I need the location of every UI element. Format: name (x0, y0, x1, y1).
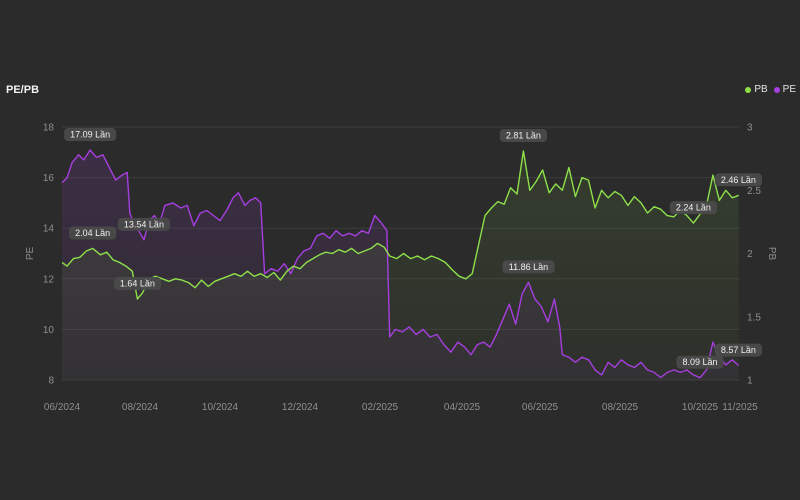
data-label-text: 2.46 Lần (721, 175, 756, 185)
x-tick-label: 02/2025 (362, 402, 399, 413)
data-label-bg (669, 201, 718, 215)
data-label-text: 8.57 Lần (721, 345, 756, 355)
data-label-text: 2.81 Lần (506, 131, 541, 141)
y-left-tick-label: 16 (43, 173, 55, 184)
y-left-axis-title: PE (25, 247, 36, 261)
data-label-bg (113, 277, 162, 291)
data-label-text: 11.86 Lần (509, 262, 548, 272)
y-right-tick-label: 3 (747, 123, 753, 134)
x-tick-label: 06/2024 (44, 402, 81, 413)
x-tick-label: 10/2024 (202, 402, 239, 413)
data-label: 2.81 Lần (499, 129, 547, 143)
axes: 8 10 12 14 16 18 1 1.5 2 2.5 3 06/2024 08/2024 10/202… (25, 123, 777, 414)
x-tick-label: 04/2025 (444, 402, 481, 413)
legend-dot-pe (773, 86, 780, 93)
data-label: 8.09 Lần (676, 355, 724, 369)
y-left-tick-label: 18 (43, 123, 55, 134)
legend-item-pb[interactable]: PB (745, 84, 768, 95)
y-right-tick-label: 1.5 (747, 312, 761, 323)
data-label-bg (499, 129, 547, 143)
data-label-text: 2.04 Lần (75, 228, 110, 238)
data-label-text: 13.54 Lần (124, 219, 164, 229)
data-label-bg (117, 217, 170, 231)
pb-line (61, 150, 739, 300)
data-label-bg (69, 226, 117, 240)
x-tick-label: 11/2025 (722, 402, 758, 413)
y-right-axis-title: PB (766, 247, 777, 261)
data-label: 2.04 Lần (69, 226, 117, 240)
data-label-bg (714, 343, 762, 357)
data-label: 13.54 Lần (117, 217, 170, 231)
data-labels: 17.09 Lần 13.54 Lần 11.86 Lần 8.09 Lần 8.57 … (64, 128, 762, 369)
data-label-text: 1.64 Lần (120, 279, 155, 289)
x-tick-label: 12/2024 (282, 402, 319, 413)
y-left-tick-label: 12 (43, 274, 55, 285)
data-label-bg (64, 128, 117, 142)
y-left-tick-label: 8 (48, 376, 54, 387)
data-label-text: 2.24 Lần (676, 203, 711, 213)
x-tick-label: 06/2025 (522, 402, 559, 413)
data-label-text: 17.09 Lần (70, 130, 110, 140)
chart-title: PE/PB (6, 84, 40, 96)
data-label: 8.57 Lần (714, 343, 762, 357)
area-fills (62, 150, 739, 380)
pb-area (62, 151, 739, 380)
y-left-tick-label: 10 (43, 325, 55, 336)
x-tick-label: 08/2025 (602, 402, 639, 413)
legend-label-pb: PB (754, 84, 768, 95)
legend-dot-pb (745, 86, 752, 93)
data-label: 2.24 Lần (669, 201, 718, 215)
y-right-tick-label: 2.5 (747, 186, 761, 197)
x-tick-label: 10/2025 (682, 402, 719, 413)
data-label-bg (502, 260, 555, 274)
data-label-bg (676, 355, 724, 369)
data-label: 11.86 Lần (502, 260, 555, 274)
legend: PB PE (745, 84, 796, 95)
data-label-bg (714, 173, 762, 187)
legend-item-pe[interactable]: PE (773, 84, 796, 95)
data-label-text: 8.09 Lần (682, 357, 717, 367)
y-left-tick-label: 14 (43, 224, 55, 235)
x-tick-label: 08/2024 (122, 402, 159, 413)
y-right-tick-label: 2 (747, 249, 753, 260)
data-label: 1.64 Lần (113, 277, 162, 291)
y-right-tick-label: 1 (747, 376, 753, 387)
data-label: 2.46 Lần (714, 173, 762, 187)
data-label: 17.09 Lần (64, 128, 117, 142)
legend-label-pe: PE (782, 84, 796, 95)
